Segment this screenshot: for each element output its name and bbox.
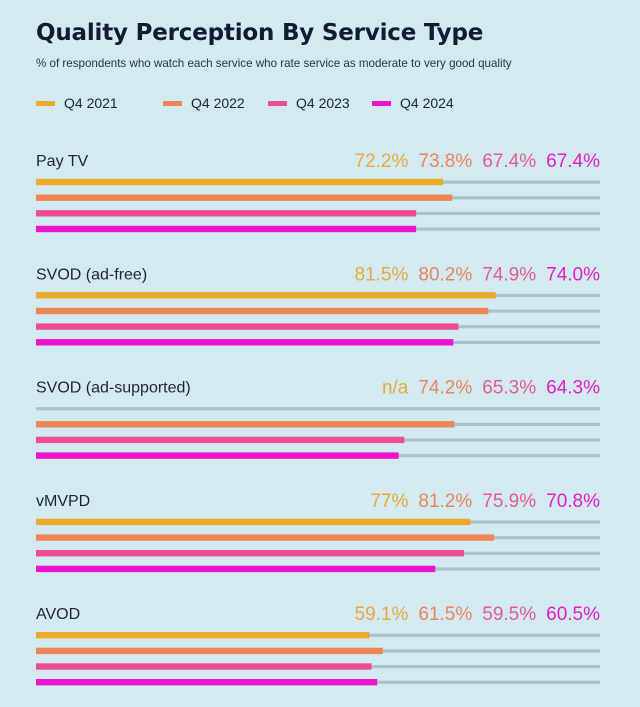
legend-swatch [372, 100, 391, 106]
legend-swatch [36, 100, 55, 106]
value-label: 73.8% [418, 151, 472, 172]
bar-svod-ad-free-q4-2024 [36, 339, 454, 346]
legend-swatch [163, 100, 182, 106]
value-label: 74.0% [546, 264, 600, 285]
value-label: 64.3% [546, 378, 600, 399]
value-label: 72.2% [355, 151, 409, 172]
legend-item-q4-2022: Q4 2022 [163, 93, 245, 113]
value-label: 80.2% [418, 264, 472, 285]
value-label: 61.5% [418, 604, 472, 625]
category-label-pay-tv: Pay TV [36, 153, 89, 170]
category-label-avod: AVOD [36, 606, 80, 623]
bar-pay-tv-q4-2024 [36, 225, 417, 233]
value-label: 77% [370, 491, 408, 512]
value-label: 70.8% [546, 491, 600, 512]
value-label: 65.3% [482, 378, 536, 399]
category-label-vmvpd: vMVPD [36, 493, 90, 510]
bar-svod-ad-supported-q4-2023 [36, 436, 405, 444]
value-label: 67.4% [546, 151, 600, 172]
chart-subtitle: % of respondents who watch each service … [36, 57, 512, 70]
value-label: n/a [382, 378, 409, 399]
value-label: 60.5% [546, 604, 600, 625]
legend-item-q4-2021: Q4 2021 [36, 93, 118, 113]
bar-avod-q4-2023 [36, 663, 372, 670]
bar-svod-ad-free-q4-2022 [36, 307, 489, 315]
value-label: 81.5% [355, 264, 409, 285]
bar-svod-ad-supported-q4-2024 [36, 452, 399, 459]
bar-vmvpd-q4-2024 [36, 565, 436, 573]
value-label: 74.2% [418, 378, 472, 399]
legend-item-q4-2023: Q4 2023 [268, 93, 350, 113]
legend-label: Q4 2023 [296, 95, 350, 111]
chart-title: Quality Perception By Service Type [36, 20, 484, 46]
legend: Q4 2021 Q4 2022 Q4 2023 Q4 2024 [0, 93, 640, 113]
value-label: 81.2% [418, 491, 472, 512]
legend-label: Q4 2021 [64, 95, 118, 111]
legend-label: Q4 2024 [400, 95, 454, 111]
bar-vmvpd-q4-2022 [36, 534, 494, 541]
bar-svod-ad-supported-q4-2022 [36, 421, 455, 428]
value-label: 59.1% [355, 604, 409, 625]
bar-avod-q4-2021 [36, 632, 370, 639]
bar-avod-q4-2022 [36, 647, 383, 655]
bar-svod-ad-free-q4-2023 [36, 323, 459, 330]
legend-swatch [268, 100, 287, 106]
value-label: 74.9% [482, 264, 536, 285]
bar-avod-q4-2024 [36, 679, 378, 686]
category-label-svod-ad-supported: SVOD (ad-supported) [36, 380, 191, 397]
value-label: 67.4% [482, 151, 536, 172]
bar-vmvpd-q4-2021 [36, 518, 471, 526]
bar-track [36, 407, 600, 411]
bar-vmvpd-q4-2023 [36, 550, 465, 557]
bar-pay-tv-q4-2023 [36, 210, 417, 217]
legend-item-q4-2024: Q4 2024 [372, 93, 454, 113]
category-label-svod-ad-free: SVOD (ad-free) [36, 266, 147, 283]
bar-pay-tv-q4-2021 [36, 178, 444, 186]
bar-svod-ad-free-q4-2021 [36, 292, 496, 299]
bar-pay-tv-q4-2022 [36, 194, 453, 201]
value-label: 75.9% [482, 491, 536, 512]
value-label: 59.5% [482, 604, 536, 625]
legend-label: Q4 2022 [191, 95, 245, 111]
